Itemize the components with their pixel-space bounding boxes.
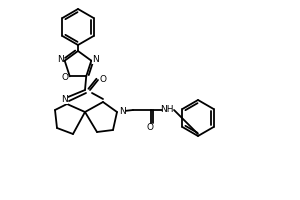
Text: O: O [61, 73, 68, 82]
Text: N: N [57, 55, 64, 64]
Text: N: N [61, 95, 68, 104]
Text: NH: NH [160, 104, 174, 114]
Text: N: N [92, 55, 99, 64]
Text: O: O [146, 123, 154, 132]
Text: N: N [118, 108, 125, 116]
Text: O: O [100, 74, 106, 84]
